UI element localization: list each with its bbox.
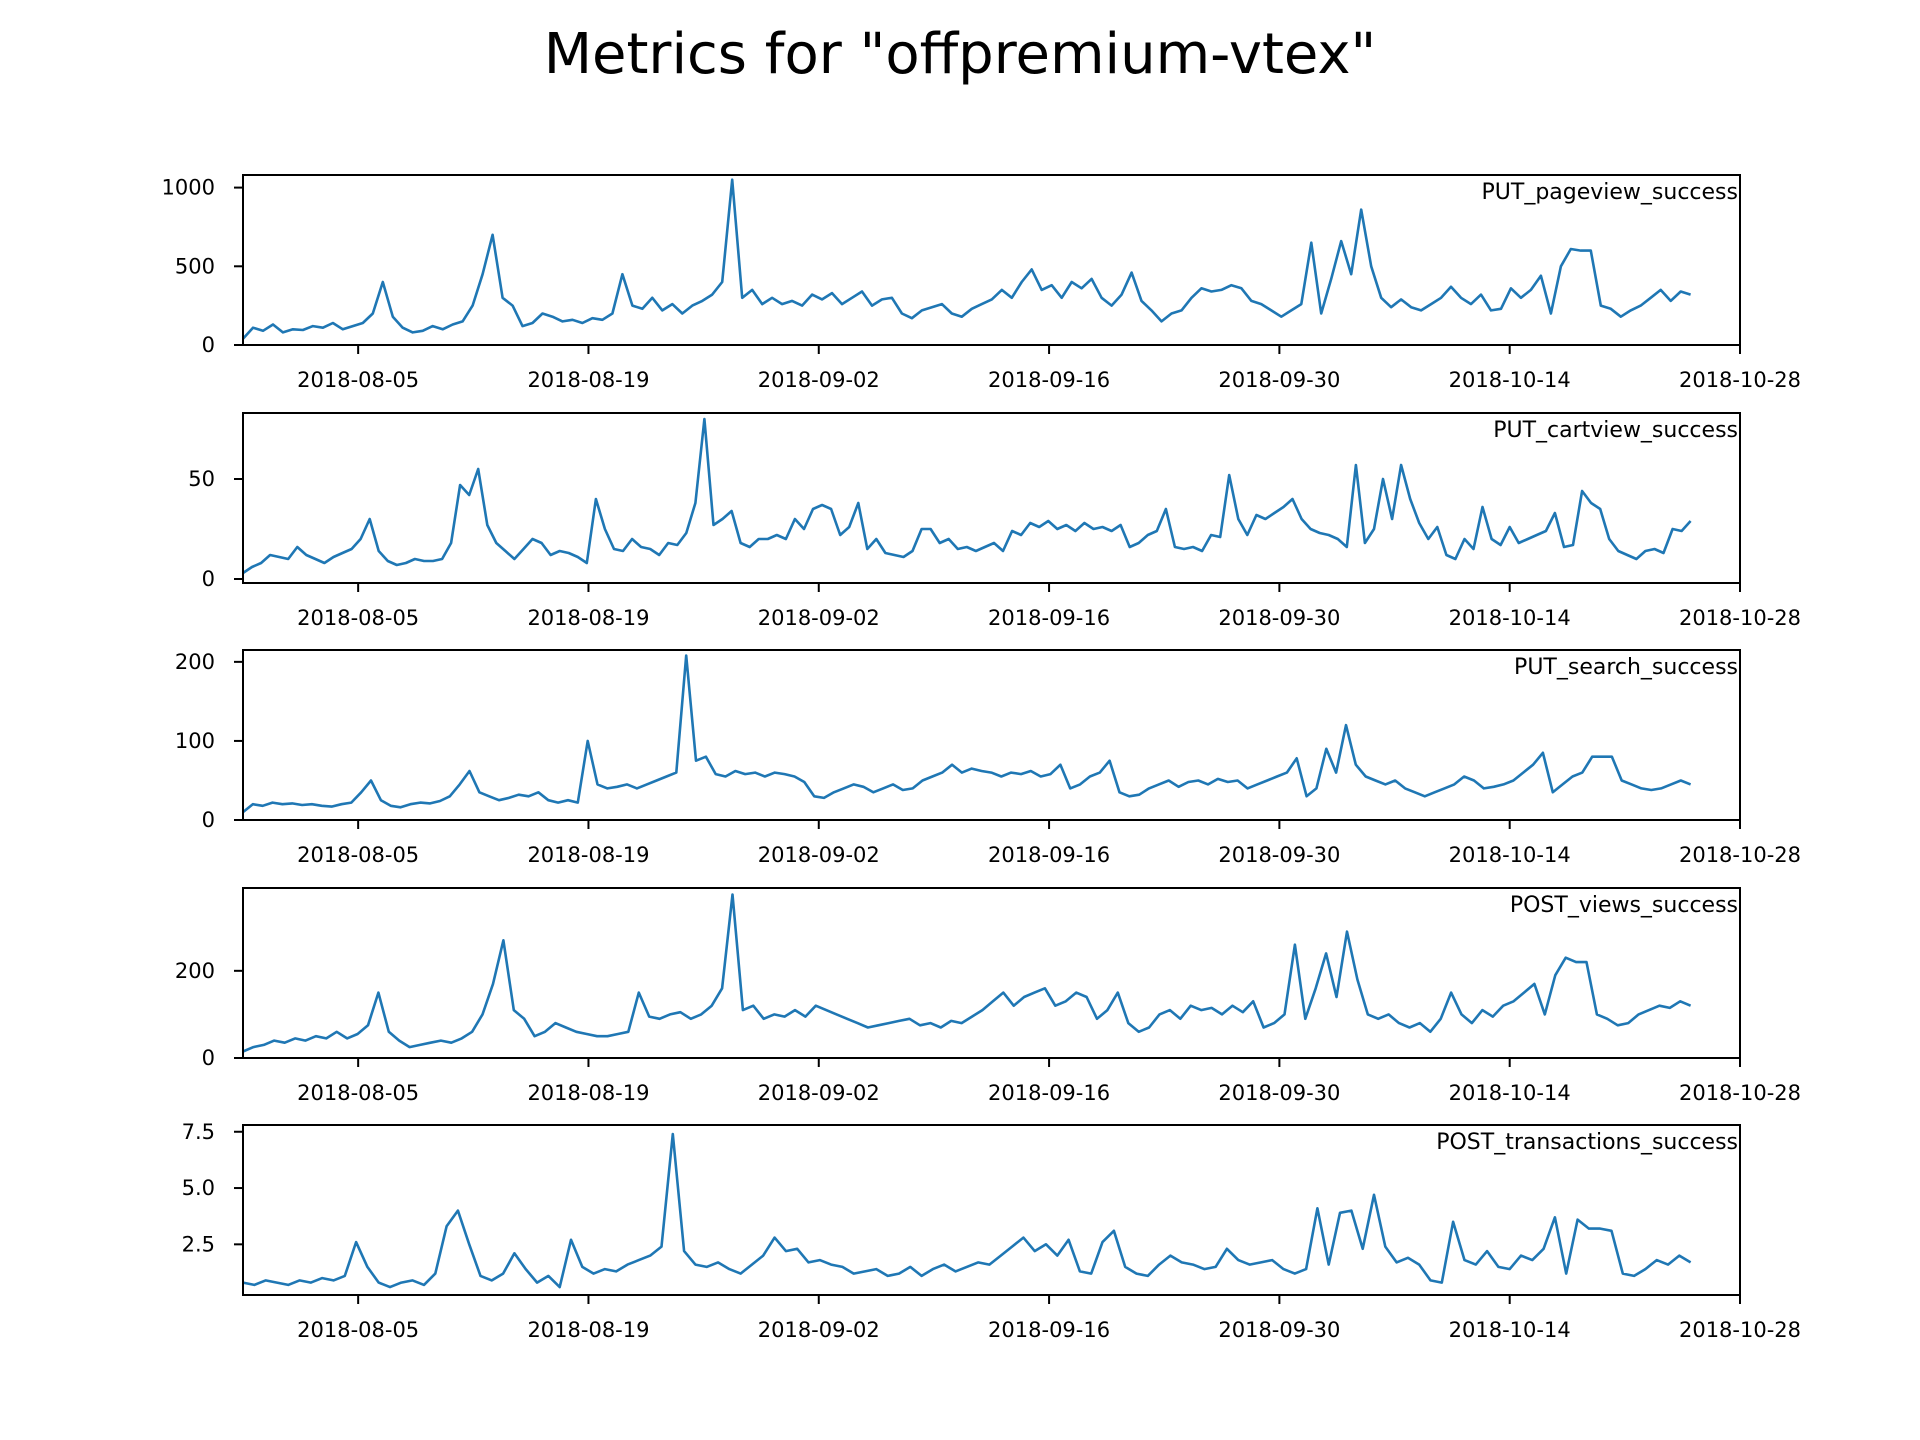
axes-frame (242, 1124, 1741, 1296)
x-tick-label: 2018-09-30 (1218, 1081, 1340, 1105)
x-tick-label: 2018-08-19 (527, 1318, 649, 1342)
series-line (242, 893, 1692, 1053)
subplot-4: 2018-08-05 2018-08-19 2018-09-02 2018-09-16… (175, 887, 1801, 1105)
y-tick-label: 0 (202, 1046, 215, 1070)
y-tick-label: 7.5 (182, 1120, 215, 1144)
x-tick-label: 2018-08-05 (297, 368, 419, 392)
x-tick-label: 2018-08-05 (297, 843, 419, 867)
x-tick-label: 2018-08-19 (527, 368, 649, 392)
subplot-1: 2018-08-05 2018-08-19 2018-09-02 2018-09-16… (162, 174, 1801, 392)
x-tick-label: 2018-08-05 (297, 1318, 419, 1342)
x-tick-label: 2018-10-28 (1679, 843, 1801, 867)
axes-frame (242, 412, 1741, 584)
x-tick-label: 2018-08-05 (297, 606, 419, 630)
axes-frame (242, 649, 1741, 821)
x-tick-label: 2018-09-30 (1218, 843, 1340, 867)
subplot-label: PUT_cartview_success (1493, 418, 1738, 443)
x-tick-label: 2018-09-30 (1218, 1318, 1340, 1342)
x-tick-label: 2018-09-16 (988, 843, 1110, 867)
y-tick-label: 0 (202, 808, 215, 832)
axes-frame (242, 174, 1741, 346)
series-line (242, 178, 1691, 340)
figure-title: Metrics for "offpremium-vtex" (543, 22, 1377, 87)
x-tick-label: 2018-08-19 (527, 843, 649, 867)
x-tick-label: 2018-09-02 (758, 1081, 880, 1105)
y-tick-label: 1000 (162, 176, 215, 200)
subplot-3: 2018-08-05 2018-08-19 2018-09-02 2018-09-16… (175, 649, 1801, 867)
x-tick-label: 2018-08-19 (527, 1081, 649, 1105)
x-tick-label: 2018-09-16 (988, 368, 1110, 392)
y-tick-label: 200 (175, 650, 215, 674)
x-tick-label: 2018-09-16 (988, 1318, 1110, 1342)
x-tick-label: 2018-10-14 (1449, 368, 1571, 392)
y-tick-label: 0 (202, 567, 215, 591)
series-line (242, 417, 1692, 575)
y-tick-label: 0 (202, 333, 215, 357)
x-tick-label: 2018-09-16 (988, 1081, 1110, 1105)
series-line (242, 654, 1692, 814)
y-tick-label: 50 (188, 467, 215, 491)
x-tick-label: 2018-09-02 (758, 1318, 880, 1342)
y-tick-label: 5.0 (182, 1176, 215, 1200)
x-tick-label: 2018-10-14 (1449, 1081, 1571, 1105)
x-tick-label: 2018-10-28 (1679, 1318, 1801, 1342)
x-tick-label: 2018-09-16 (988, 606, 1110, 630)
x-tick-label: 2018-10-14 (1449, 1318, 1571, 1342)
x-tick-label: 2018-10-28 (1679, 606, 1801, 630)
x-tick-label: 2018-09-30 (1218, 606, 1340, 630)
x-tick-label: 2018-09-02 (758, 843, 880, 867)
axes-frame (242, 887, 1741, 1059)
x-tick-label: 2018-10-28 (1679, 1081, 1801, 1105)
subplot-2: 2018-08-05 2018-08-19 2018-09-02 2018-09-16… (188, 412, 1801, 630)
subplot-label: PUT_search_success (1514, 655, 1738, 680)
subplot-label: PUT_pageview_success (1482, 180, 1738, 205)
y-tick-label: 200 (175, 959, 215, 983)
subplot-5: 2018-08-05 2018-08-19 2018-09-02 2018-09-16… (182, 1120, 1801, 1342)
x-tick-label: 2018-09-30 (1218, 368, 1340, 392)
x-tick-label: 2018-10-14 (1449, 606, 1571, 630)
y-tick-label: 2.5 (182, 1232, 215, 1256)
x-tick-label: 2018-09-02 (758, 606, 880, 630)
x-tick-label: 2018-09-02 (758, 368, 880, 392)
y-tick-label: 500 (175, 254, 215, 278)
x-tick-label: 2018-08-05 (297, 1081, 419, 1105)
x-tick-label: 2018-10-14 (1449, 843, 1571, 867)
y-tick-label: 100 (175, 729, 215, 753)
x-tick-label: 2018-08-19 (527, 606, 649, 630)
subplot-label: POST_transactions_success (1436, 1130, 1738, 1155)
series-line (242, 1132, 1692, 1289)
subplot-label: POST_views_success (1510, 893, 1738, 918)
x-tick-label: 2018-10-28 (1679, 368, 1801, 392)
